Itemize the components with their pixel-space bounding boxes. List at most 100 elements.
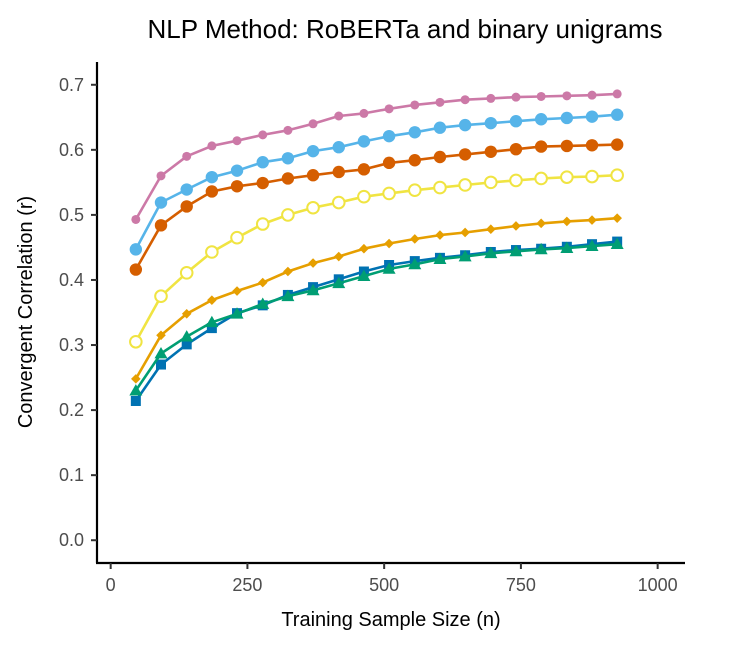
data-point: [357, 163, 371, 176]
data-point: [207, 141, 217, 151]
data-point: [458, 118, 472, 132]
data-point: [205, 315, 219, 328]
data-point: [435, 230, 445, 240]
data-point: [129, 263, 143, 276]
data-point: [331, 195, 346, 210]
x-tick-label: 750: [506, 575, 536, 595]
data-point: [129, 334, 143, 349]
data-point: [534, 113, 548, 126]
data-point: [154, 196, 168, 209]
data-point: [433, 180, 447, 195]
data-point: [359, 108, 369, 118]
data-point: [612, 89, 622, 99]
series-2: [129, 108, 624, 256]
data-point: [433, 252, 447, 265]
data-point: [283, 266, 293, 277]
data-point: [486, 93, 496, 103]
data-point: [154, 289, 168, 304]
y-tick-label: 0.7: [59, 75, 84, 95]
y-tick-label: 0.5: [59, 205, 84, 225]
data-point: [585, 139, 599, 152]
data-point: [129, 243, 143, 256]
data-point: [180, 200, 193, 213]
data-point: [562, 216, 572, 227]
data-point: [433, 121, 447, 134]
data-point: [357, 269, 371, 281]
data-point: [205, 185, 219, 198]
data-point: [458, 250, 472, 262]
data-point: [258, 130, 268, 140]
data-point: [357, 135, 371, 148]
data-point: [408, 257, 422, 270]
y-tick-label: 0.2: [59, 400, 84, 420]
data-point: [129, 384, 143, 396]
data-point: [308, 119, 318, 129]
data-point: [382, 129, 396, 143]
x-tick-label: 0: [106, 575, 116, 595]
data-point: [332, 141, 345, 154]
data-point: [306, 283, 320, 296]
data-point: [458, 148, 472, 161]
data-point: [585, 239, 599, 252]
data-point: [181, 339, 192, 350]
data-point: [382, 186, 396, 201]
data-point: [384, 238, 394, 249]
data-point: [308, 258, 318, 268]
data-point: [587, 90, 597, 100]
data-point: [384, 104, 394, 114]
y-tick-label: 0.6: [59, 140, 84, 160]
data-point: [205, 245, 219, 259]
data-point: [357, 189, 371, 204]
data-point: [486, 224, 496, 235]
data-point: [154, 346, 168, 359]
series-4: [129, 168, 624, 349]
x-tick-label: 500: [369, 575, 399, 595]
y-tick-label: 0.0: [59, 530, 84, 550]
series-5: [131, 213, 622, 384]
data-point: [130, 395, 141, 406]
data-point: [536, 91, 546, 101]
data-point: [179, 266, 194, 280]
data-point: [484, 116, 498, 130]
data-point: [408, 126, 421, 139]
data-point: [407, 183, 422, 197]
data-point: [458, 178, 472, 192]
series-line: [134, 242, 618, 392]
y-tick-label: 0.4: [59, 270, 84, 290]
data-point: [534, 171, 548, 186]
x-tick-label: 250: [232, 575, 262, 595]
data-point: [180, 330, 194, 342]
data-point: [207, 295, 217, 305]
chart-title: NLP Method: RoBERTa and binary unigrams: [148, 14, 663, 44]
data-point: [460, 95, 470, 105]
data-point: [334, 111, 344, 121]
data-point: [281, 289, 295, 302]
data-point: [156, 171, 166, 181]
data-point: [306, 144, 320, 158]
data-point: [484, 175, 498, 190]
data-point: [612, 213, 622, 223]
series-layer: [129, 89, 624, 406]
data-point: [610, 138, 624, 151]
data-point: [333, 251, 344, 262]
data-point: [433, 150, 447, 164]
data-point: [232, 136, 242, 146]
series-3: [129, 138, 624, 276]
x-ticks: 0 250 500 750 1000: [106, 563, 678, 595]
data-point: [230, 230, 244, 245]
data-point: [585, 110, 599, 123]
series-line: [134, 92, 618, 221]
data-point: [332, 276, 346, 289]
data-point: [511, 221, 521, 231]
data-point: [610, 237, 624, 250]
data-point: [131, 214, 141, 224]
data-point: [408, 154, 421, 167]
plot-area: [129, 89, 624, 406]
data-point: [382, 262, 396, 274]
data-point: [306, 200, 320, 215]
data-point: [257, 277, 268, 288]
y-tick-label: 0.1: [59, 465, 84, 485]
data-point: [283, 125, 293, 135]
data-point: [484, 246, 498, 259]
